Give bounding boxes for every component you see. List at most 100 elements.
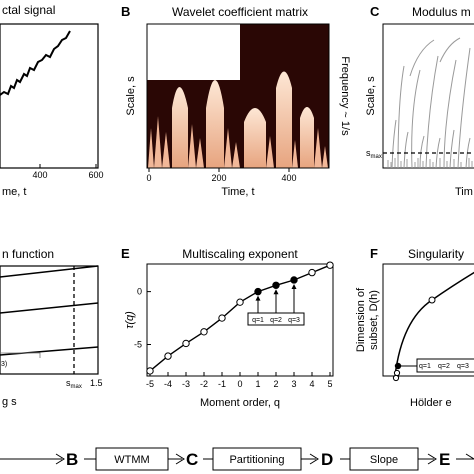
panel-b-tick-label-200: 200 <box>211 173 226 183</box>
panel-c-letter: C <box>370 4 380 19</box>
panel-f-xlabel: Hölder e <box>410 397 452 409</box>
e-xtick-label-8: 3 <box>291 379 296 389</box>
spectrum-point-open-2 <box>393 369 401 377</box>
panel-b-frame <box>146 23 330 169</box>
e-q-label-2: q=2 <box>270 317 282 324</box>
wavelet-arch-large-5 <box>300 107 314 168</box>
panel-e-x-axis: -5 -4 -3 -2 -1 0 1 2 3 4 5 <box>146 372 333 389</box>
panel-b-letter: B <box>121 4 130 19</box>
tau-point-q3 <box>290 276 298 284</box>
e-xtick-label-0: -5 <box>146 379 154 389</box>
panel-e-letter: E <box>121 246 130 261</box>
tau-point-q0 <box>236 298 244 306</box>
panel-e-ylabel: τ(q) <box>124 311 136 329</box>
panel-d-tick-end: 1.5 <box>90 378 103 388</box>
e-q-arrowhead-3 <box>291 283 297 289</box>
wavelet-matrix-white-region <box>147 24 240 80</box>
panel-c-smax-label: smax <box>366 148 382 160</box>
panel-e-xlabel: Moment order, q <box>200 397 280 409</box>
partition-line-2 <box>0 302 99 314</box>
wavelet-arch-large-4 <box>276 71 292 168</box>
tau-point-q4 <box>308 268 316 277</box>
e-xtick-label-10: 5 <box>327 379 332 389</box>
panel-a-tick-label-600: 600 <box>88 170 103 180</box>
panel-a: ctal signal 400 600 me, t <box>0 3 104 198</box>
e-q-arrowhead-1 <box>255 295 261 301</box>
panel-a-xlabel: me, t <box>2 186 26 198</box>
panel-b-tick-label-400: 400 <box>281 173 296 183</box>
panel-f-ylabel-2: subset, D(h) <box>368 290 380 350</box>
panel-f-q2-label: q=2 <box>438 363 450 370</box>
panel-d: n function 3) smax 1.5 g s <box>0 247 103 408</box>
e-xtick-label-7: 2 <box>273 379 278 389</box>
panel-e-frame <box>146 263 334 377</box>
wavelet-arch-large-1 <box>172 87 188 168</box>
panel-b: B Wavelet coefficient matrix 0 200 <box>121 4 351 198</box>
modulus-maxima-lines <box>391 37 471 169</box>
panel-f-q3-label: q=3 <box>457 363 469 370</box>
tau-point-q2 <box>272 281 280 289</box>
panel-d-smax-label: smax <box>66 378 82 390</box>
tau-point-q-1 <box>218 314 226 322</box>
panel-a-title: ctal signal <box>2 3 55 17</box>
panel-f-title: Singularity <box>408 247 464 261</box>
panel-b-xlabel: Time, t <box>221 186 254 198</box>
flow-box-partitioning-label: Partitioning <box>229 454 284 466</box>
e-q-label-3: q=3 <box>288 317 300 324</box>
panel-d-title: n function <box>2 247 54 261</box>
tau-point-q-5 <box>146 367 154 375</box>
panel-f: F Singularity q=1 q=2 q=3 Dimension of s… <box>355 246 474 409</box>
e-ytick-label-1: -5 <box>134 340 142 350</box>
wavelet-arch-large-3 <box>244 108 266 168</box>
e-q-label-1: q=1 <box>252 317 264 324</box>
tau-point-q-4 <box>164 352 172 360</box>
flow-arrowhead-1 <box>175 453 185 465</box>
panel-e-q-annotations: q=1 q=2 q=3 <box>247 283 305 326</box>
e-xtick-label-1: -4 <box>164 379 172 389</box>
spectrum-point-q1 <box>394 362 402 370</box>
panel-a-signal-line <box>0 30 71 96</box>
flow-box-slope-label: Slope <box>370 454 398 466</box>
e-xtick-label-2: -3 <box>182 379 190 389</box>
flow-arrowhead-4 <box>465 453 474 460</box>
spectrum-point-open-1 <box>428 296 436 304</box>
e-xtick-label-5: 0 <box>237 379 242 389</box>
modulus-fine-scale-noise <box>387 158 473 168</box>
tau-point-q-3 <box>182 339 190 348</box>
e-ytick-label-0: 0 <box>137 287 142 297</box>
flow-letter-c: C <box>186 450 198 469</box>
e-xtick-label-4: -1 <box>218 379 226 389</box>
tau-curve-points <box>146 261 334 375</box>
pipeline-flow <box>0 447 474 471</box>
panel-f-q-box <box>416 358 474 373</box>
panel-f-letter: F <box>370 246 378 261</box>
tau-point-q5 <box>326 261 334 269</box>
flow-box-wtmm-label: WTMM <box>114 454 149 466</box>
panel-d-frame <box>0 265 99 375</box>
e-xtick-label-3: -2 <box>200 379 208 389</box>
flow-letter-b: B <box>66 450 78 469</box>
panel-a-tick-label-400: 400 <box>32 170 47 180</box>
tau-point-q1 <box>254 287 262 296</box>
partition-line-1 <box>0 265 99 278</box>
partition-line-3 <box>0 346 99 356</box>
panel-d-slope-marker <box>0 352 41 358</box>
panel-e-y-axis: 0 -5 <box>134 287 151 350</box>
panel-e-title: Multiscaling exponent <box>182 247 298 261</box>
flow-letter-e: E <box>439 450 450 469</box>
panel-f-ylabel-1: Dimension of <box>355 287 367 352</box>
panel-b-tick-label-0: 0 <box>146 173 151 183</box>
panel-b-ylabel-right: Frequency ~ 1/s <box>339 56 351 136</box>
panel-c-title: Modulus m <box>412 5 471 19</box>
e-xtick-label-9: 4 <box>309 379 314 389</box>
flow-arrowhead-0 <box>55 453 65 465</box>
panel-c-ylabel: Scale, s <box>365 76 377 116</box>
e-xtick-label-6: 1 <box>255 379 260 389</box>
panel-c: C Modulus m sma <box>365 4 474 198</box>
flow-arrowhead-2 <box>309 453 319 465</box>
panel-c-frame <box>382 23 474 169</box>
tau-point-q-2 <box>200 328 208 336</box>
panel-e: E Multiscaling exponent -5 -4 -3 -2 -1 0 1 2 3 4 5… <box>121 246 334 409</box>
panel-a-frame <box>0 23 99 169</box>
panel-b-ylabel: Scale, s <box>125 76 137 116</box>
